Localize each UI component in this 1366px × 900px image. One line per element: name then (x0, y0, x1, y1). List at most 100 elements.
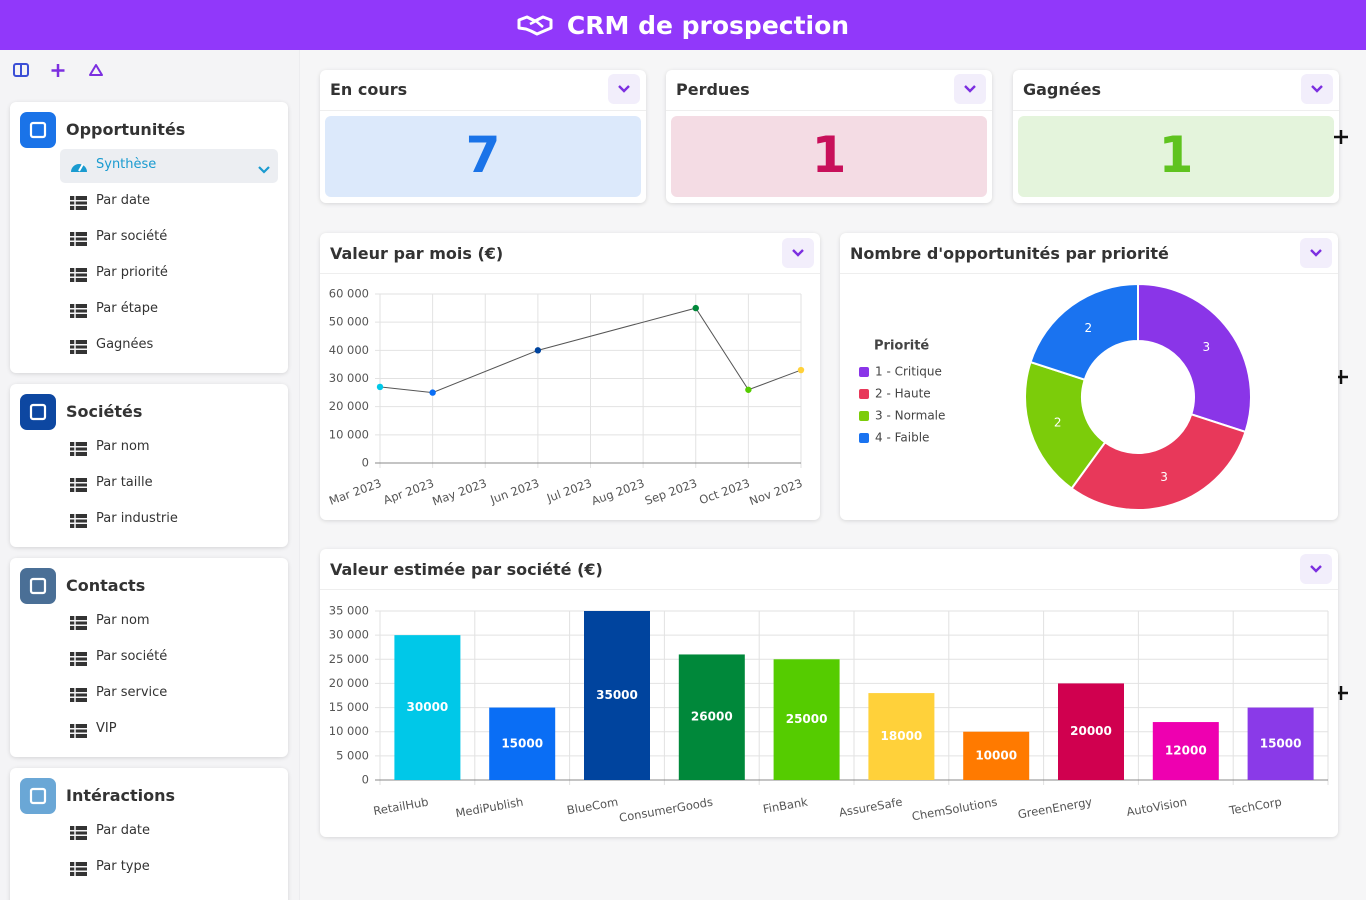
table-icon (70, 615, 87, 630)
add-widget-button[interactable] (1330, 126, 1352, 148)
nav-item[interactable]: Par date (96, 823, 151, 838)
icon-glyph (29, 403, 47, 421)
divider (840, 273, 1338, 274)
table-icon (70, 688, 87, 702)
section-title[interactable]: Opportunités (66, 120, 186, 139)
section-title[interactable]: Contacts (66, 576, 146, 595)
table-icon (70, 514, 87, 528)
table-icon (70, 652, 87, 666)
table-icon (70, 477, 87, 492)
collapse-button[interactable] (954, 74, 986, 104)
chart-panel (320, 233, 820, 520)
nav-item[interactable]: Par service (96, 685, 168, 700)
table-icon (70, 231, 87, 246)
collapse-button[interactable] (1300, 238, 1332, 268)
nav-section (10, 558, 288, 757)
chart-title[interactable]: Nombre d'opportunités par priorité (850, 244, 1169, 263)
nav-item[interactable]: Synthèse (96, 157, 157, 172)
chevron-icon (964, 85, 976, 93)
icon-glyph (29, 121, 47, 139)
chart-title[interactable]: Valeur estimée par société (€) (330, 560, 603, 579)
add-button[interactable] (51, 64, 65, 77)
divider (320, 589, 1338, 590)
kpi-title[interactable]: Perdues (676, 80, 750, 99)
nav-item[interactable]: Par étape (96, 301, 159, 316)
chevron-icon (792, 249, 804, 257)
nav-item[interactable]: Par société (96, 649, 168, 664)
kpi-title[interactable]: Gagnées (1023, 80, 1101, 99)
section-icon (20, 778, 56, 814)
table-icon (70, 724, 87, 738)
chevron-icon (258, 166, 270, 174)
table-icon (70, 196, 87, 210)
kpi-title[interactable]: En cours (330, 80, 408, 99)
refresh-button[interactable] (89, 64, 103, 76)
table-icon (70, 862, 87, 876)
nav-item[interactable]: Gagnées (96, 337, 154, 352)
nav-item[interactable]: Par société (96, 229, 168, 244)
collapse-button[interactable] (1300, 554, 1332, 584)
table-icon (70, 340, 87, 354)
chevron-icon (618, 85, 630, 93)
table-icon (70, 825, 87, 840)
nav-item[interactable]: VIP (96, 721, 117, 736)
nav-section (10, 102, 288, 373)
expand-icon (257, 160, 271, 174)
table-icon (70, 478, 87, 492)
section-icon (20, 568, 56, 604)
collapse-button[interactable] (782, 238, 814, 268)
table-icon (70, 441, 87, 456)
active-item-bg (60, 149, 278, 183)
table-icon (70, 861, 87, 876)
section-title[interactable]: Sociétés (66, 402, 143, 421)
nav-item[interactable]: Par type (96, 859, 150, 874)
table-icon (70, 723, 87, 738)
kpi-value: 7 (465, 126, 501, 184)
table-icon (70, 267, 87, 282)
gauge-icon (70, 158, 88, 174)
table-icon (70, 687, 87, 702)
icon-glyph (29, 577, 47, 595)
header: CRM de prospection (0, 0, 1366, 50)
nav-item[interactable]: Par nom (96, 613, 150, 628)
collapse-button[interactable] (608, 74, 640, 104)
table-icon (70, 616, 87, 630)
chart-title[interactable]: Valeur par mois (€) (330, 244, 504, 263)
nav-item[interactable]: Par date (96, 193, 151, 208)
section-title[interactable]: Intéractions (66, 786, 176, 805)
gauge-glyph (71, 163, 87, 172)
nav-item[interactable]: Par taille (96, 475, 153, 490)
icon-glyph (29, 787, 47, 805)
nav-item[interactable]: Par nom (96, 439, 150, 454)
plus-icon (1334, 130, 1348, 144)
table-icon (70, 268, 87, 282)
table-icon (70, 339, 87, 354)
divider (320, 110, 646, 111)
toggle-button[interactable] (13, 63, 29, 77)
table-icon (70, 195, 87, 210)
collapse-button[interactable] (1301, 74, 1333, 104)
table-icon (70, 513, 87, 528)
nav-item[interactable]: Par industrie (96, 511, 178, 526)
nav-section (10, 768, 288, 900)
kpi-box (671, 116, 987, 197)
section-icon (20, 112, 56, 148)
table-icon (70, 651, 87, 666)
table-icon (70, 826, 87, 840)
app-title: CRM de prospection (566, 10, 850, 40)
table-icon (70, 304, 87, 318)
chevron-icon (1310, 565, 1322, 573)
kpi-value: 1 (811, 126, 847, 184)
table-icon (70, 303, 87, 318)
kpi-box (1018, 116, 1334, 197)
kpi-value: 1 (1158, 126, 1194, 184)
logo-icon (517, 15, 553, 36)
table-icon (70, 232, 87, 246)
table-icon (70, 442, 87, 456)
kpi-box (325, 116, 641, 197)
toolbar (13, 63, 103, 77)
nav-item[interactable]: Par priorité (96, 265, 168, 280)
chart-panel (840, 233, 1338, 520)
chevron-icon (1310, 249, 1322, 257)
